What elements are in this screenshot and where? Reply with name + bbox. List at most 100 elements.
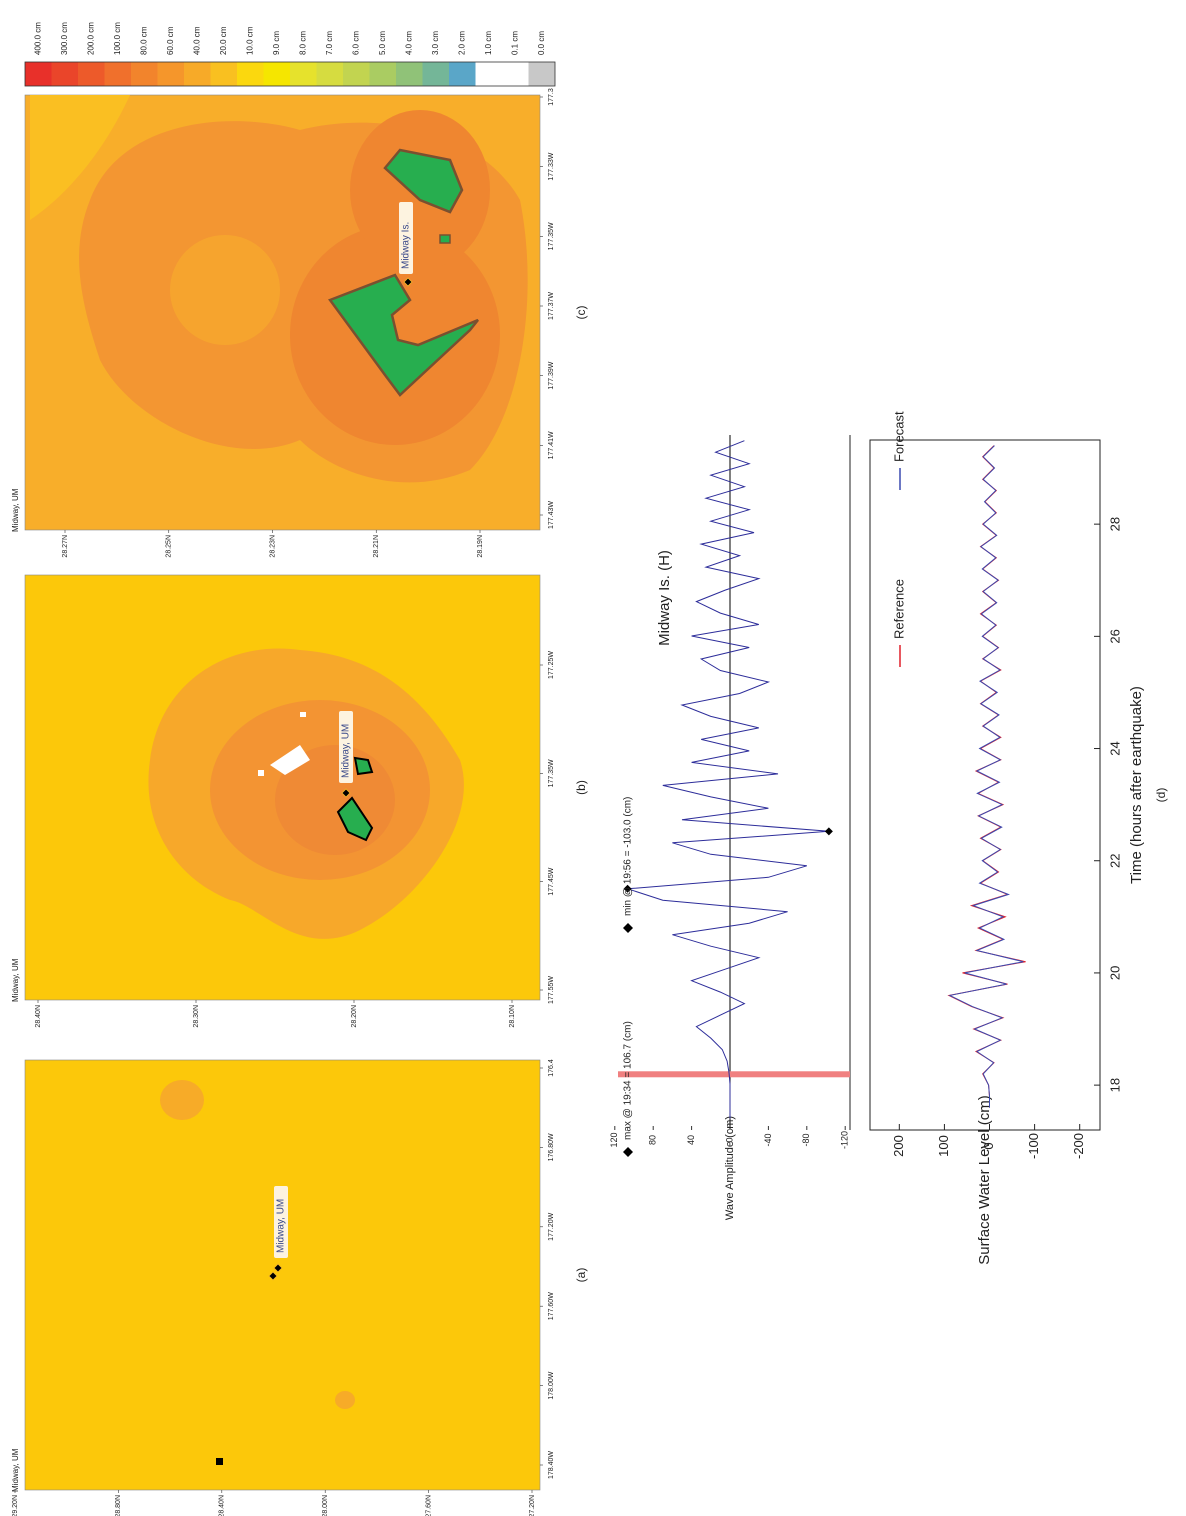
map-a <box>24 1059 541 1491</box>
lon-label: 177.60W <box>548 1292 555 1320</box>
wave-area <box>170 235 280 345</box>
lat-label: 28.19N <box>477 535 484 558</box>
colorbar-label: 100.0 cm <box>113 22 122 55</box>
legend-marker <box>623 923 633 933</box>
colorbar-swatch <box>51 62 78 86</box>
colorbar-label: 200.0 cm <box>86 22 95 55</box>
colorbar-label: 20.0 cm <box>219 26 228 55</box>
wave-area <box>160 1080 204 1120</box>
y-tick-label: 80 <box>648 1135 658 1145</box>
place-label-box <box>339 711 353 783</box>
panel-caption: (c) <box>574 306 588 320</box>
lon-label: 177.41W <box>548 431 555 459</box>
series-line <box>948 445 1024 1108</box>
lon-label: 178.00W <box>548 1371 555 1399</box>
station-marker <box>273 1263 283 1273</box>
lat-label: 28.40N <box>219 1495 226 1516</box>
lon-label: 177.33W <box>548 152 555 180</box>
marker-legend: min @ 19:56 = -103.0 (cm) <box>623 797 634 916</box>
lon-label: 177.39W <box>548 361 555 389</box>
island <box>353 756 374 776</box>
station-marker <box>341 788 351 798</box>
arrival-bar <box>618 1071 850 1078</box>
lat-label: 28.00N <box>322 1495 329 1516</box>
lat-label: 28.27N <box>62 535 69 558</box>
lon-label: 177.45W <box>548 867 555 895</box>
legend-marker <box>623 1147 633 1157</box>
extreme-marker <box>623 884 632 893</box>
y-tick-label: 0 <box>981 1142 996 1149</box>
colorbar-swatch <box>25 62 52 86</box>
place-label-box <box>274 1186 288 1258</box>
y-tick-label: 100 <box>936 1135 951 1157</box>
lat-label: 29.20N <box>12 1495 19 1516</box>
map-background <box>24 1059 541 1491</box>
colorbar-frame <box>24 61 556 87</box>
colorbar-swatch <box>184 62 211 86</box>
colorbar-swatch <box>343 62 370 86</box>
lat-label: 27.20N <box>529 1495 536 1516</box>
colorbar-label: 10.0 cm <box>245 26 254 55</box>
lat-label: 28.20N <box>351 1005 358 1028</box>
map-b <box>24 574 541 1001</box>
lon-label: 177.43W <box>548 501 555 529</box>
map-c <box>24 94 541 531</box>
island <box>383 148 464 214</box>
y-tick-label: 200 <box>891 1135 906 1157</box>
dry-area <box>270 745 310 775</box>
plot-frame <box>869 439 1101 1131</box>
map-title: Midway, UM <box>11 1448 20 1492</box>
colorbar-label: 400.0 cm <box>33 22 42 55</box>
colorbar-swatch <box>502 62 529 86</box>
lat-label: 28.25N <box>166 535 173 558</box>
lon-label: 177.20W <box>548 1212 555 1240</box>
colorbar-swatch <box>131 62 158 86</box>
wave-line <box>627 440 829 1119</box>
legend-label: Forecast <box>891 411 906 462</box>
y-tick-label: -120 <box>840 1131 850 1149</box>
x-tick-label: 20 <box>1107 966 1122 980</box>
lon-label: 177.25W <box>548 651 555 679</box>
colorbar-label: 9.0 cm <box>272 31 281 55</box>
island <box>336 796 374 842</box>
lon-label: 177.35W <box>548 222 555 250</box>
map-title: Midway, UM <box>11 488 20 532</box>
colorbar-swatch <box>78 62 105 86</box>
lon-label: 178.40W <box>548 1451 555 1479</box>
panel-caption: (a) <box>574 1268 588 1283</box>
colorbar-swatch <box>449 62 476 86</box>
colorbar-label: 7.0 cm <box>325 31 334 55</box>
colorbar-swatch <box>528 62 555 86</box>
colorbar-swatch <box>210 62 237 86</box>
island <box>328 273 479 397</box>
legend-label: Reference <box>891 579 906 639</box>
colorbar-swatch <box>475 62 502 86</box>
panel-caption: (d) <box>1154 788 1168 803</box>
lon-label: 176.4 <box>548 1059 555 1077</box>
y-tick-label: -40 <box>763 1133 773 1146</box>
dry-area <box>258 770 264 776</box>
lon-label: 177.37W <box>548 292 555 320</box>
wave-area <box>335 1391 355 1409</box>
place-label: Midway, UM <box>276 1199 287 1253</box>
lat-label: 27.60N <box>425 1495 432 1516</box>
y-tick-label: -200 <box>1071 1133 1086 1159</box>
colorbar-label: 40.0 cm <box>192 26 201 55</box>
lon-label: 176.80W <box>548 1133 555 1161</box>
colorbar-label: 80.0 cm <box>139 26 148 55</box>
lat-label: 28.23N <box>269 535 276 558</box>
colorbar-swatch <box>157 62 184 86</box>
lat-label: 28.30N <box>193 1005 200 1028</box>
colorbar-label: 60.0 cm <box>166 26 175 55</box>
y-tick-label: 40 <box>686 1135 696 1145</box>
colorbar-label: 300.0 cm <box>60 22 69 55</box>
y-tick-label: -100 <box>1026 1133 1041 1159</box>
colorbar-label: 5.0 cm <box>378 31 387 55</box>
place-label: Midway, UM <box>341 724 352 778</box>
colorbar-swatch <box>369 62 396 86</box>
colorbar-swatch <box>237 62 264 86</box>
colorbar-swatch <box>316 62 343 86</box>
wave-area <box>30 95 130 220</box>
